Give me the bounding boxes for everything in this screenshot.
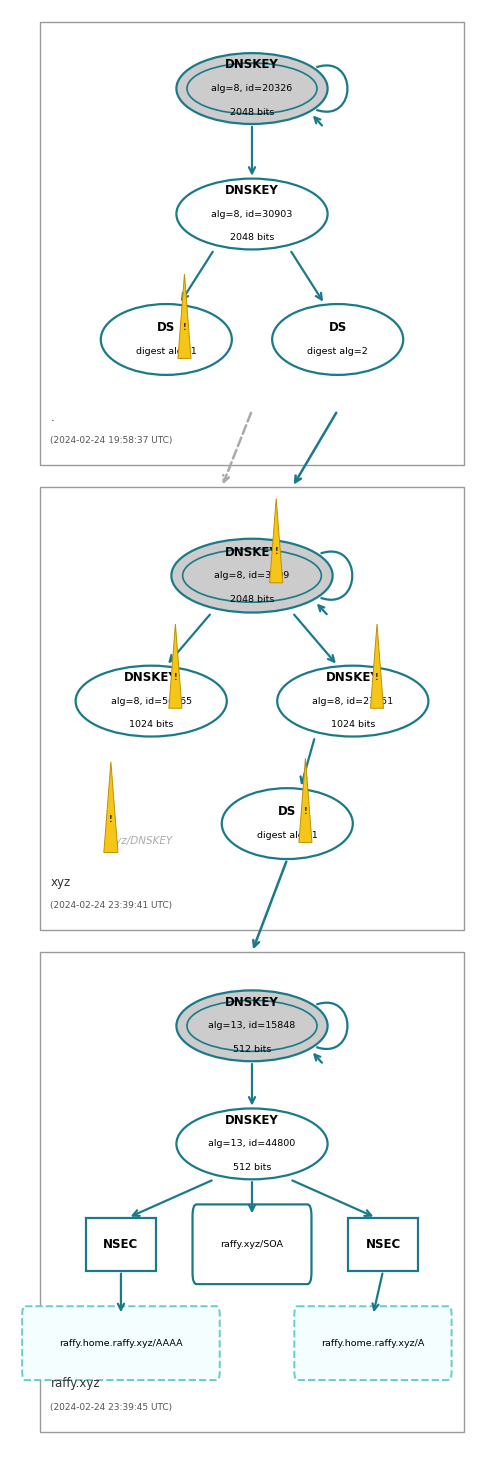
Text: NSEC: NSEC xyxy=(103,1238,139,1250)
Polygon shape xyxy=(169,624,182,708)
Text: !: ! xyxy=(274,548,278,556)
Text: !: ! xyxy=(182,323,186,332)
Text: DS: DS xyxy=(157,322,175,334)
Text: digest alg=2: digest alg=2 xyxy=(307,347,368,356)
Text: !: ! xyxy=(375,673,379,682)
FancyBboxPatch shape xyxy=(294,1306,452,1380)
Polygon shape xyxy=(178,275,191,359)
Ellipse shape xyxy=(176,990,328,1061)
Text: (2024-02-24 23:39:41 UTC): (2024-02-24 23:39:41 UTC) xyxy=(50,900,172,909)
Text: !: ! xyxy=(303,807,307,816)
Ellipse shape xyxy=(176,179,328,249)
Bar xyxy=(40,487,464,930)
Ellipse shape xyxy=(222,788,353,859)
Text: DNSKEY: DNSKEY xyxy=(225,59,279,71)
Ellipse shape xyxy=(101,304,232,375)
Text: DNSKEY: DNSKEY xyxy=(124,672,178,683)
Text: 1024 bits: 1024 bits xyxy=(331,720,375,729)
Text: DNSKEY: DNSKEY xyxy=(225,1114,279,1126)
Text: 2048 bits: 2048 bits xyxy=(230,108,274,117)
Text: 2048 bits: 2048 bits xyxy=(230,233,274,242)
Text: digest alg=1: digest alg=1 xyxy=(257,831,318,840)
Text: alg=8, id=30903: alg=8, id=30903 xyxy=(211,210,293,218)
Text: alg=8, id=20326: alg=8, id=20326 xyxy=(211,84,293,93)
Text: 1024 bits: 1024 bits xyxy=(129,720,173,729)
Bar xyxy=(86,1218,156,1271)
Text: DS: DS xyxy=(278,806,296,818)
Text: 512 bits: 512 bits xyxy=(233,1045,271,1054)
Text: (2024-02-24 23:39:45 UTC): (2024-02-24 23:39:45 UTC) xyxy=(50,1402,172,1411)
Text: raffy.xyz/SOA: raffy.xyz/SOA xyxy=(221,1240,283,1249)
Ellipse shape xyxy=(176,53,328,124)
Bar xyxy=(40,22,464,465)
Text: xyz: xyz xyxy=(50,875,71,889)
Ellipse shape xyxy=(277,666,428,737)
Text: !: ! xyxy=(173,673,177,682)
Polygon shape xyxy=(370,624,384,708)
Text: raffy.home.raffy.xyz/A: raffy.home.raffy.xyz/A xyxy=(321,1339,425,1348)
Polygon shape xyxy=(270,499,283,583)
Text: alg=8, id=3599: alg=8, id=3599 xyxy=(214,571,290,580)
FancyBboxPatch shape xyxy=(193,1204,311,1284)
Text: 512 bits: 512 bits xyxy=(233,1163,271,1172)
Text: alg=13, id=44800: alg=13, id=44800 xyxy=(208,1139,296,1148)
Text: !: ! xyxy=(109,815,113,824)
Text: DNSKEY: DNSKEY xyxy=(225,996,279,1008)
FancyBboxPatch shape xyxy=(22,1306,220,1380)
Text: NSEC: NSEC xyxy=(365,1238,401,1250)
Text: alg=8, id=56665: alg=8, id=56665 xyxy=(111,697,192,706)
Ellipse shape xyxy=(272,304,403,375)
Ellipse shape xyxy=(76,666,227,737)
Polygon shape xyxy=(104,762,118,853)
Polygon shape xyxy=(299,759,312,843)
Text: alg=13, id=15848: alg=13, id=15848 xyxy=(208,1021,296,1030)
Ellipse shape xyxy=(171,539,333,613)
Ellipse shape xyxy=(176,1108,328,1179)
Text: DNSKEY: DNSKEY xyxy=(225,184,279,196)
Text: DNSKEY: DNSKEY xyxy=(225,546,279,558)
Text: .: . xyxy=(50,410,54,424)
Text: raffy.home.raffy.xyz/AAAA: raffy.home.raffy.xyz/AAAA xyxy=(59,1339,183,1348)
Text: 2048 bits: 2048 bits xyxy=(230,595,274,604)
Text: xyz/DNSKEY: xyz/DNSKEY xyxy=(109,837,173,846)
Bar xyxy=(40,952,464,1432)
Bar xyxy=(348,1218,418,1271)
Text: raffy.xyz: raffy.xyz xyxy=(50,1377,100,1390)
Text: DS: DS xyxy=(329,322,347,334)
Text: alg=8, id=27151: alg=8, id=27151 xyxy=(312,697,393,706)
Text: digest alg=1: digest alg=1 xyxy=(136,347,197,356)
Text: DNSKEY: DNSKEY xyxy=(326,672,380,683)
Text: (2024-02-24 19:58:37 UTC): (2024-02-24 19:58:37 UTC) xyxy=(50,435,173,444)
